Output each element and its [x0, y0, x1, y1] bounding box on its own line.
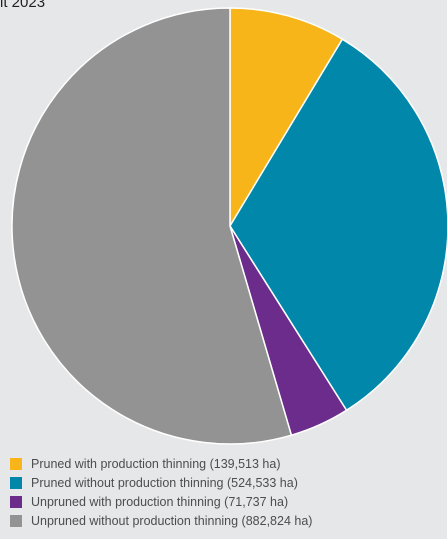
legend-swatch [10, 477, 22, 489]
pie-chart [11, 7, 447, 445]
legend-item-pruned-without-thinning: Pruned without production thinning (524,… [10, 474, 312, 492]
legend-label: Pruned without production thinning (524,… [31, 476, 298, 490]
legend-swatch [10, 458, 22, 470]
chart-title: it 2023 [0, 0, 46, 11]
legend-item-unpruned-with-thinning: Unpruned with production thinning (71,73… [10, 493, 312, 511]
legend-item-unpruned-without-thinning: Unpruned without production thinning (88… [10, 512, 312, 530]
legend-swatch [10, 496, 22, 508]
pie-slice-unpruned-without-thinning [11, 7, 293, 445]
legend-label: Unpruned with production thinning (71,73… [31, 495, 289, 509]
legend-swatch [10, 515, 22, 527]
legend-item-pruned-with-thinning: Pruned with production thinning (139,513… [10, 455, 312, 473]
legend-label: Pruned with production thinning (139,513… [31, 457, 281, 471]
pie-slice-pruned-without-thinning [229, 38, 447, 412]
legend: Pruned with production thinning (139,513… [10, 455, 312, 531]
legend-label: Unpruned without production thinning (88… [31, 514, 313, 528]
pie-slice-pruned-with-thinning [229, 7, 344, 229]
